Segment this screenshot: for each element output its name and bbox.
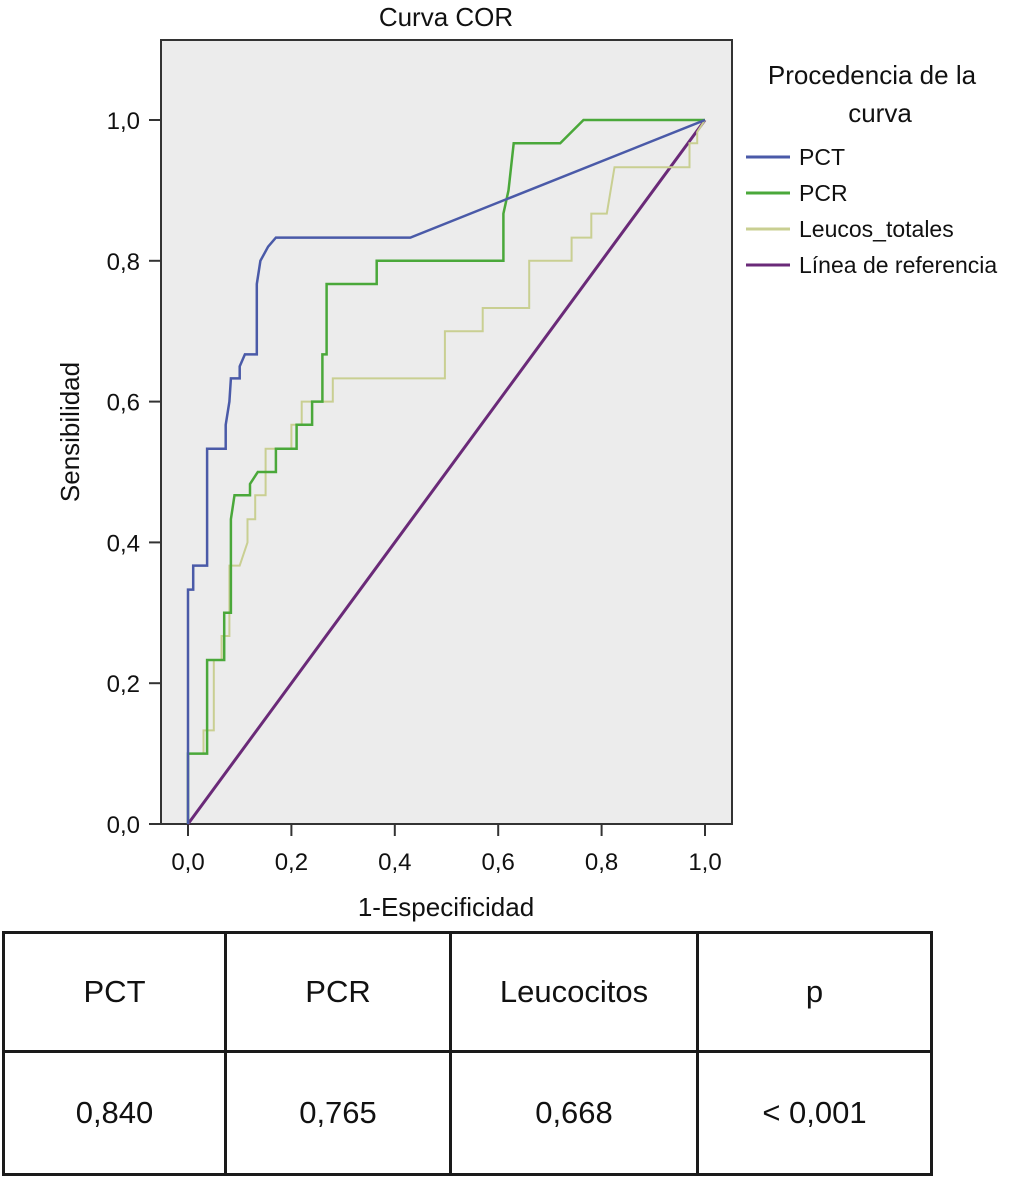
series-layer — [186, 118, 707, 825]
legend-item-label: PCR — [799, 180, 848, 206]
legend-title-line-2: curva — [848, 98, 912, 128]
series-line-leucos-totales — [187, 119, 706, 824]
x-tick-label: 0,6 — [482, 849, 515, 876]
x-tick-label: 1,0 — [688, 849, 721, 876]
table-header-pcr: PCR — [224, 931, 452, 1053]
y-tick-label: 0,8 — [107, 249, 140, 276]
plot-area — [160, 39, 733, 825]
legend-title-line-1: Procedencia de la — [768, 60, 977, 90]
series-line-pcr — [186, 118, 705, 824]
legend-item-label: PCT — [799, 144, 845, 170]
table-header-p: p — [696, 931, 933, 1053]
y-axis: 0,0 0,2 0,4 0,6 0,8 1,0 — [107, 108, 161, 839]
x-tick-label: 0,2 — [275, 849, 308, 876]
x-tick-label: 0,4 — [378, 849, 411, 876]
series-line-pct — [186, 118, 706, 824]
y-tick-label: 0,6 — [107, 390, 140, 417]
legend-item-label: Línea de referencia — [799, 252, 997, 278]
legend-item-label: Leucos_totales — [799, 216, 954, 242]
roc-chart: Curva COR 0,00,20,40,60,81,0 0,0 0,2 0,4 0,… — [55, 2, 997, 922]
x-axis: 0,0 0,2 0,4 0,6 0,8 1,0 — [171, 824, 722, 876]
table-value-leucocitos: 0,668 — [449, 1050, 699, 1176]
y-tick-label: 0,4 — [107, 530, 140, 557]
x-tick-label: 0,0 — [171, 849, 204, 876]
y-axis-label: Sensibilidad — [55, 362, 85, 502]
y-tick-label: 1,0 — [107, 108, 140, 135]
x-axis-label: 1-Especificidad — [358, 892, 534, 922]
chart-title: Curva COR — [379, 2, 513, 32]
table-header-leucocitos: Leucocitos — [449, 931, 699, 1053]
table-value-p: < 0,001 — [696, 1050, 933, 1176]
table-row: 0,840 0,765 0,668 < 0,001 — [2, 1050, 933, 1176]
table-value-pcr: 0,765 — [224, 1050, 452, 1176]
table-value-pct: 0,840 — [2, 1050, 227, 1176]
series-line-l-nea-de-referencia — [186, 119, 707, 825]
legend: Procedencia de la curva PCT PCR Leucos_tot… — [746, 60, 997, 278]
auc-table: PCT PCR Leucocitos p 0,840 0,765 0,668 <… — [2, 931, 933, 1176]
table-header-pct: PCT — [2, 931, 227, 1053]
y-tick-label: 0,0 — [107, 812, 140, 839]
x-tick-label: 0,8 — [585, 849, 618, 876]
y-tick-label: 0,2 — [107, 671, 140, 698]
table-header-row: PCT PCR Leucocitos p — [2, 931, 933, 1053]
